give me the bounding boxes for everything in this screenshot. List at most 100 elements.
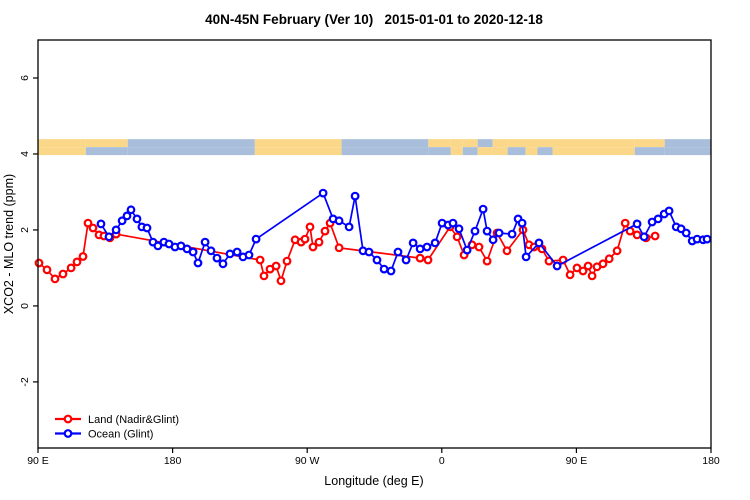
map-band-segment-land: [537, 139, 553, 148]
ocean-data-point: [244, 250, 254, 260]
land-data-point: [482, 256, 492, 266]
ocean-data-point: [96, 219, 106, 229]
ocean-data-point: [534, 238, 544, 248]
map-band-segment-ocean: [507, 147, 526, 156]
ocean-data-point: [470, 226, 480, 236]
ocean-data-point: [454, 224, 464, 234]
ocean-data-point: [132, 214, 142, 224]
ocean-data-point: [153, 241, 163, 251]
map-band-segment-ocean: [664, 139, 711, 148]
land-data-point: [78, 252, 88, 261]
map-band-segment-land: [254, 139, 342, 148]
ocean-data-point: [318, 188, 328, 198]
map-band-segment-ocean: [462, 147, 478, 156]
land-data-point: [83, 218, 93, 228]
ocean-data-point: [430, 238, 440, 248]
land-data-point: [42, 265, 52, 275]
map-band-segment-land: [38, 147, 86, 156]
map-band-segment-ocean: [127, 139, 255, 148]
map-band-segment-land: [428, 139, 451, 148]
ocean-data-point: [408, 238, 418, 248]
ocean-data-point: [415, 244, 425, 254]
map-band-segment-ocean: [634, 147, 665, 156]
map-band-segment-ocean: [341, 147, 429, 156]
land-data-point: [305, 222, 315, 232]
ocean-data-point: [632, 219, 642, 229]
x-tick-label: 90 E: [566, 455, 588, 467]
ocean-data-point: [212, 253, 222, 263]
ocean-data-point: [478, 204, 488, 214]
y-tick-label: 0: [19, 303, 31, 309]
ocean-data-point: [188, 247, 198, 257]
land-data-point: [502, 246, 512, 256]
ocean-data-point: [494, 228, 504, 238]
land-series-line: [38, 221, 656, 284]
land-data-point: [650, 231, 660, 241]
y-axis-label: XCO2 - MLO trend (ppm): [2, 174, 16, 314]
land-data-point: [255, 255, 265, 265]
ocean-data-point: [681, 228, 691, 238]
map-band-segment-ocean: [664, 147, 711, 156]
x-tick-label: 180: [702, 455, 720, 467]
axes-frame-layer: 90 E 180 90 W 0 90 E 180 -2 0 2 4 6: [19, 39, 720, 467]
ocean-data-point: [218, 259, 228, 269]
land-data-point: [66, 263, 76, 273]
land-data-point: [276, 276, 286, 286]
ocean-data-point: [193, 258, 203, 268]
ocean-data-point: [104, 232, 114, 242]
land-data-point: [578, 266, 588, 276]
ocean-data-point: [379, 264, 389, 274]
map-band-segment-ocean: [127, 147, 255, 156]
land-data-point: [632, 230, 642, 240]
ocean-data-point: [462, 245, 472, 255]
land-data-point: [565, 270, 575, 280]
map-band-segment-land: [552, 139, 635, 148]
land-data-point: [583, 261, 593, 271]
ocean-data-point: [488, 235, 498, 245]
ocean-data-point: [372, 255, 382, 265]
land-data-point: [300, 234, 310, 244]
map-band-segment-land: [462, 139, 478, 148]
map-band-segment-land: [477, 147, 493, 156]
ocean-data-point: [401, 255, 411, 265]
land-data-point: [72, 257, 82, 267]
ocean-data-point: [653, 214, 663, 224]
ocean-data-point: [664, 206, 674, 216]
ocean-data-point: [482, 226, 492, 236]
land-data-point: [320, 226, 330, 236]
land-data-point: [423, 255, 433, 265]
x-tick-label: 90 E: [27, 455, 49, 467]
map-band-segment-ocean: [85, 147, 128, 156]
y-tick-label: 4: [19, 151, 31, 157]
ocean-data-point: [126, 205, 136, 215]
y-tick-label: -2: [19, 377, 31, 386]
map-band-segment-land: [525, 139, 538, 148]
ocean-data-point: [422, 242, 432, 252]
ocean-data-point: [111, 225, 121, 235]
ocean-data-point: [344, 222, 354, 232]
land-data-point: [620, 218, 630, 228]
map-band-segment-land: [38, 139, 86, 148]
x-tick-label: 90 W: [295, 455, 320, 467]
land-data-point: [308, 242, 318, 252]
ocean-data-point: [639, 232, 649, 242]
land-data-point: [58, 269, 68, 279]
ocean-data-point: [122, 211, 132, 221]
map-band-segment-ocean: [428, 147, 451, 156]
legend-entry-land: Land (Nadir&Glint): [55, 414, 179, 426]
land-data-point: [452, 232, 462, 242]
ocean-series: [96, 188, 712, 276]
ocean-data-point: [225, 249, 235, 259]
map-band-segment-ocean: [537, 147, 553, 156]
land-data-point: [271, 261, 281, 271]
map-band-segment-ocean: [341, 139, 429, 148]
x-axis-label: Longitude (deg E): [324, 474, 423, 488]
legend-entry-ocean: Ocean (Glint): [55, 429, 153, 441]
legend-marker-icon: [63, 414, 73, 424]
ocean-data-point: [117, 216, 127, 226]
x-tick-label: 180: [164, 455, 182, 467]
ocean-data-point: [517, 218, 527, 228]
ocean-data-point: [334, 216, 344, 226]
